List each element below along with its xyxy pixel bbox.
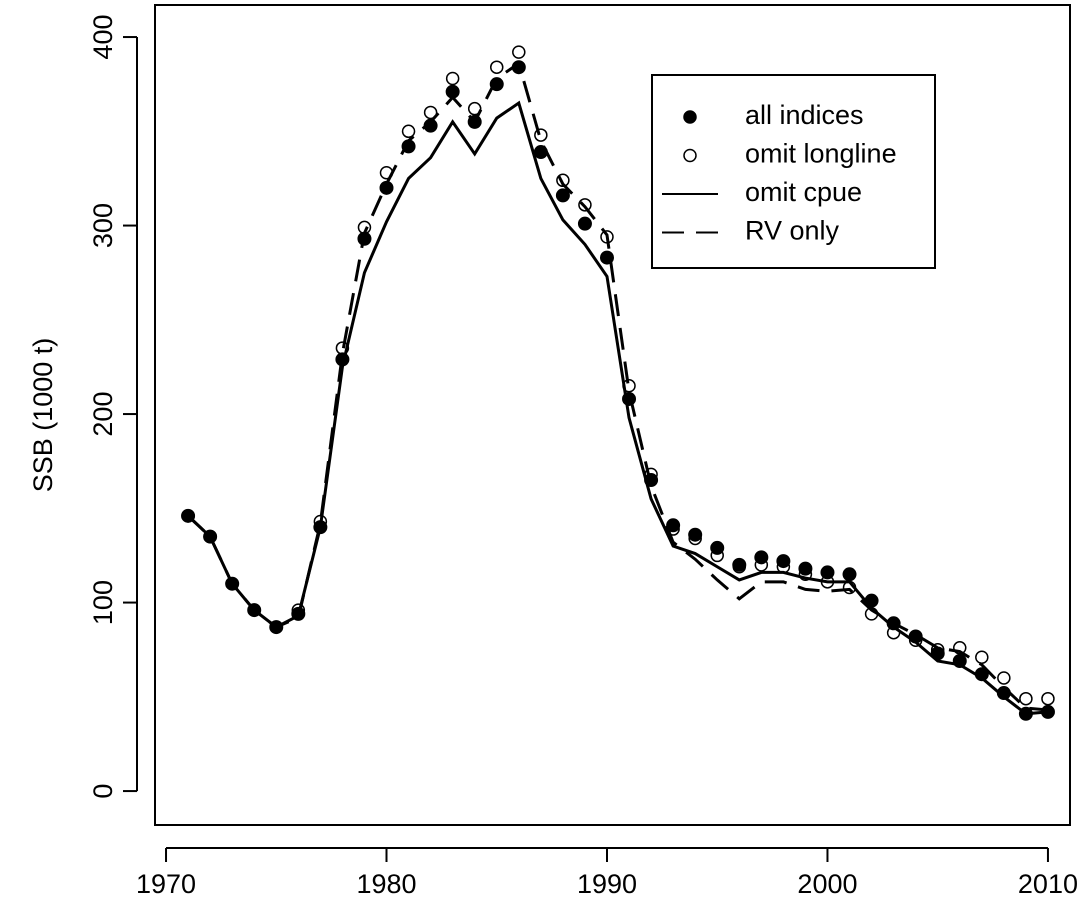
data-point <box>1041 691 1055 706</box>
data-point <box>930 642 945 657</box>
data-point <box>798 567 813 582</box>
legend-box <box>651 74 936 269</box>
data-point <box>445 71 460 86</box>
data-point <box>666 518 681 533</box>
data-point <box>1019 691 1033 706</box>
data-point <box>556 173 570 188</box>
data-point <box>842 567 857 582</box>
data-point <box>512 45 526 59</box>
data-point <box>688 531 702 546</box>
y-axis-label: SSB (1000 t) <box>28 338 58 493</box>
data-point <box>688 527 703 542</box>
data-point <box>953 641 967 655</box>
data-point <box>181 509 195 523</box>
legend-symbol <box>683 110 697 124</box>
data-point <box>732 559 747 574</box>
y-tick-label: 400 <box>88 15 118 60</box>
data-point <box>203 529 217 544</box>
x-tick-label: 1990 <box>577 869 637 899</box>
data-point <box>489 60 504 74</box>
data-point <box>820 565 835 580</box>
series-line <box>187 61 1049 712</box>
data-point <box>401 124 416 139</box>
data-point <box>423 105 438 120</box>
legend-label: all indices <box>745 100 864 130</box>
data-point <box>467 101 482 116</box>
plot-frame <box>154 4 1071 826</box>
data-point <box>555 188 570 203</box>
y-tick-label: 300 <box>88 203 118 248</box>
data-point <box>754 558 769 572</box>
data-point <box>710 548 724 563</box>
legend-label: omit longline <box>745 139 897 169</box>
data-point <box>908 633 923 648</box>
data-point <box>975 650 989 664</box>
y-tick-label: 0 <box>88 784 118 799</box>
data-point <box>997 671 1011 685</box>
x-tick-label: 1970 <box>136 869 196 899</box>
legend-label: omit cpue <box>745 177 862 207</box>
x-tick-label: 1980 <box>356 869 416 899</box>
data-point <box>269 620 284 634</box>
data-point <box>225 576 239 591</box>
x-tick-label: 2000 <box>797 869 857 899</box>
data-point <box>335 341 350 355</box>
y-tick-label: 100 <box>88 580 118 625</box>
data-point <box>577 216 592 231</box>
data-point <box>578 198 592 212</box>
data-point <box>247 603 261 617</box>
data-point <box>599 250 614 265</box>
y-tick-label: 200 <box>88 392 118 437</box>
legend-label: RV only <box>745 216 840 246</box>
data-point <box>534 128 548 142</box>
x-tick-label: 2010 <box>1018 869 1078 899</box>
legend-symbol <box>683 148 697 163</box>
